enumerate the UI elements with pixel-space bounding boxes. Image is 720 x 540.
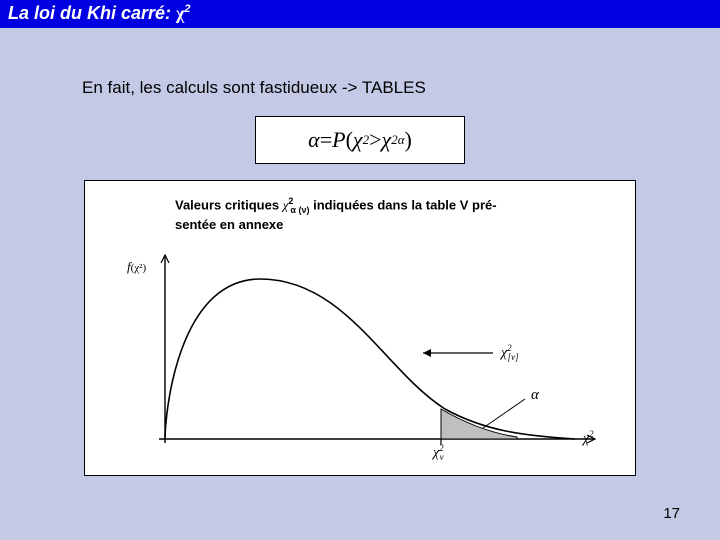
page-number: 17 <box>663 505 680 522</box>
arrow-label: χ2[ν] <box>501 343 519 362</box>
xlabel-sup: 2 <box>589 429 594 439</box>
title-sup: 2 <box>184 3 190 15</box>
formula-close: ) <box>405 127 412 153</box>
critical-value-label: χ2ν <box>433 443 444 462</box>
formula-alpha: α <box>308 127 320 153</box>
formula-gt: > <box>369 127 381 153</box>
formula-open: ( <box>346 127 353 153</box>
formula-chi2: χ <box>382 127 392 153</box>
chi2-curve-svg <box>85 181 637 477</box>
formula-box: α = P ( χ2 > χ2α ) <box>255 116 465 164</box>
arrow-sub: [ν] <box>508 352 519 362</box>
formula-sub: α <box>398 132 405 148</box>
formula-P: P <box>332 127 345 153</box>
title-prefix: La loi du Khi carré: <box>8 3 176 23</box>
alpha-label: α <box>531 387 539 404</box>
ylabel-paren: (χ²) <box>131 262 147 274</box>
y-axis-label: f(χ²) <box>127 259 146 275</box>
formula-chi1: χ <box>353 127 363 153</box>
xtick-sub: ν <box>440 452 444 462</box>
alpha-pointer <box>483 399 525 428</box>
figure-frame: Valeurs critiques χ2α (ν) indiquées dans… <box>84 180 636 476</box>
body-text: En fait, les calculs sont fastidueux -> … <box>82 78 720 98</box>
title-bar: La loi du Khi carré: χ2 <box>0 0 720 28</box>
formula-eq: = <box>320 127 332 153</box>
arrow-head <box>423 349 431 357</box>
x-axis-label: χ2 <box>583 429 594 448</box>
